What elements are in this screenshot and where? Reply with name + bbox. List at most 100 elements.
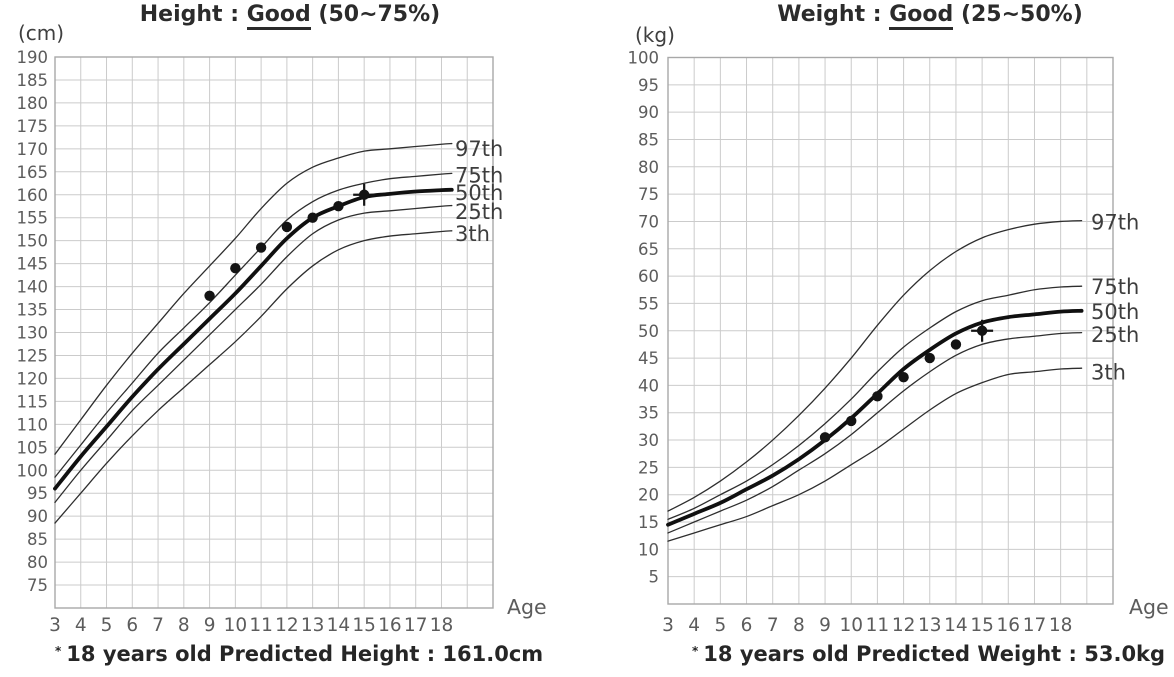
y-tick-label: 80 xyxy=(638,158,659,177)
patient-data-points xyxy=(204,183,376,301)
data-point xyxy=(204,290,215,301)
y-tick-label: 95 xyxy=(27,484,48,503)
x-tick-label: 14 xyxy=(327,615,351,636)
plot-border xyxy=(667,56,1114,605)
y-tick-label: 105 xyxy=(17,438,49,457)
percentile-curve-97th xyxy=(667,219,1083,512)
y-tick-label: 150 xyxy=(17,232,49,251)
x-tick-label: 18 xyxy=(1049,615,1073,636)
percentile-label-50th: 50th xyxy=(1091,300,1139,324)
plot-border xyxy=(54,56,494,609)
y-tick-label: 100 xyxy=(17,461,49,480)
title-suffix: (25~50%) xyxy=(953,2,1083,27)
x-tick-label: 16 xyxy=(997,615,1021,636)
percentile-curve-3th xyxy=(667,367,1083,542)
x-tick-label: 7 xyxy=(767,615,779,636)
y-tick-label: 5 xyxy=(649,568,660,587)
percentile-curve-75th xyxy=(667,285,1083,520)
x-tick-label: 17 xyxy=(1023,615,1047,636)
y-tick-label: 100 xyxy=(628,49,660,68)
x-tick-label: 5 xyxy=(714,615,726,636)
data-point xyxy=(872,391,883,402)
data-point xyxy=(898,372,909,383)
y-tick-label: 60 xyxy=(638,267,659,286)
y-tick-label: 80 xyxy=(27,553,48,572)
data-point xyxy=(819,432,831,443)
y-tick-label: 130 xyxy=(17,324,49,343)
percentile-curve-25th xyxy=(667,332,1083,534)
y-tick-label: 155 xyxy=(17,209,49,228)
y-tick-label: 10 xyxy=(638,540,659,559)
y-tick-label: 65 xyxy=(638,240,659,259)
x-tick-label: 7 xyxy=(152,615,164,636)
height-prediction-footnote: * 18 years old Predicted Height : 161.0cm xyxy=(55,642,544,674)
y-tick-label: 35 xyxy=(638,404,659,423)
y-tick-label: 165 xyxy=(17,163,49,182)
x-axis-label: Age xyxy=(507,595,547,619)
x-tick-label: 8 xyxy=(178,615,190,636)
y-tick-label: 135 xyxy=(17,301,49,320)
data-point xyxy=(281,221,293,233)
x-tick-label: 3 xyxy=(49,615,61,636)
x-tick-label: 9 xyxy=(819,615,831,636)
y-tick-label: 145 xyxy=(17,255,49,274)
data-point xyxy=(924,352,935,364)
x-tick-label: 10 xyxy=(224,615,248,636)
percentile-label-3th: 3th xyxy=(1091,360,1126,384)
data-point xyxy=(950,339,962,350)
y-axis-tick-labels: 100 95 90 85 80 75 70 65 60 55 50 45 40 35 30 25 20 15 10 5 xyxy=(628,49,660,587)
percentile-label-75th: 75th xyxy=(1091,275,1139,299)
x-tick-label: 15 xyxy=(970,615,994,636)
x-tick-label: 17 xyxy=(404,615,428,636)
x-tick-label: 13 xyxy=(301,615,325,636)
height-chart: Height : Good (50~75%) (cm) 190 185 180 175… xyxy=(17,2,547,674)
y-tick-label: 180 xyxy=(17,94,49,113)
percentile-curve-25th xyxy=(54,204,453,504)
gridlines xyxy=(54,56,494,609)
x-tick-label: 12 xyxy=(892,615,916,636)
percentile-label-25th: 25th xyxy=(455,200,503,224)
y-tick-label: 140 xyxy=(17,278,49,297)
percentile-curve-3th xyxy=(54,230,453,524)
title-suffix: (50~75%) xyxy=(310,2,441,27)
x-axis-tick-labels: 3 4 5 6 7 8 9 10 11 12 13 14 15 16 17 18 xyxy=(49,615,453,636)
x-tick-label: 8 xyxy=(793,615,805,636)
y-tick-label: 90 xyxy=(27,507,48,526)
y-tick-label: 40 xyxy=(638,376,659,395)
y-tick-label: 20 xyxy=(638,486,659,505)
x-tick-label: 15 xyxy=(352,615,376,636)
y-tick-label: 50 xyxy=(638,322,659,341)
title-prefix: Height : xyxy=(139,2,247,27)
x-axis-tick-labels: 3 4 5 6 7 8 9 10 11 12 13 14 15 16 17 18 xyxy=(662,615,1072,636)
percentile-label-3th: 3th xyxy=(455,222,490,246)
y-tick-label: 185 xyxy=(17,71,49,90)
latest-measurement-cross-marker xyxy=(353,183,376,206)
y-tick-label: 70 xyxy=(638,212,659,231)
height-plot-area: 1901851801751701651601551501451401351301… xyxy=(17,48,547,636)
data-point xyxy=(846,415,857,427)
title-highlight: Good xyxy=(246,2,311,30)
y-tick-label: 125 xyxy=(17,346,49,365)
y-tick-label: 95 xyxy=(638,76,659,95)
y-tick-label: 120 xyxy=(17,369,49,388)
y-tick-label: 55 xyxy=(638,294,659,313)
y-tick-label: 85 xyxy=(638,130,659,149)
y-axis-unit-label: (kg) xyxy=(635,23,675,47)
x-tick-label: 10 xyxy=(839,615,863,636)
x-tick-label: 6 xyxy=(126,615,138,636)
footnote-text: 18 years old Predicted Height : 161.0cm xyxy=(66,642,544,666)
y-tick-label: 30 xyxy=(638,431,659,450)
y-tick-label: 190 xyxy=(17,48,49,67)
title-highlight: Good xyxy=(889,2,954,30)
percentile-curve-97th xyxy=(54,142,453,455)
x-tick-label: 9 xyxy=(204,615,216,636)
y-tick-label: 75 xyxy=(27,576,48,595)
x-tick-label: 13 xyxy=(918,615,942,636)
y-axis-tick-labels: 190 185 180 175 170 165 160 155 150 145 140 135 130 1… xyxy=(17,48,49,595)
y-tick-label: 15 xyxy=(638,513,659,532)
percentile-label-50th: 50th xyxy=(455,181,503,205)
x-tick-label: 4 xyxy=(688,615,700,636)
